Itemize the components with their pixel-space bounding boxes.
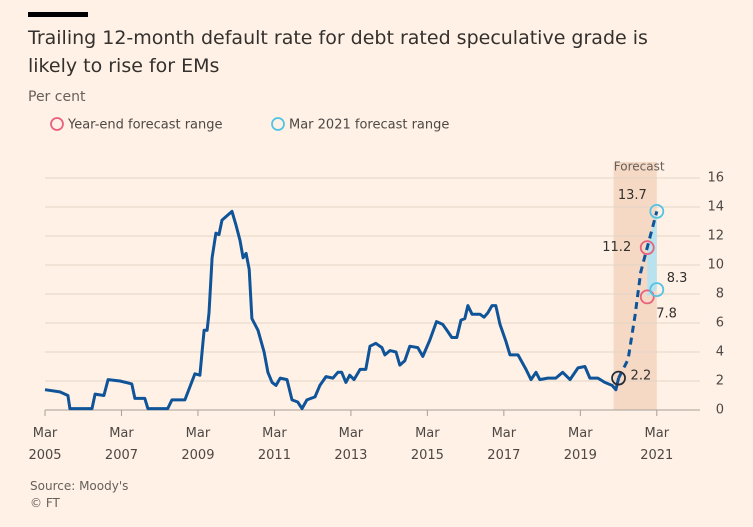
y-tick-label: 2 xyxy=(716,374,724,389)
range-marker xyxy=(649,203,665,219)
legend-label: Year-end forecast range xyxy=(67,118,223,133)
data-label: 11.2 xyxy=(602,240,631,255)
x-tick-label: Mar 2005 xyxy=(28,426,62,463)
range-marker xyxy=(649,282,665,298)
source: Source: Moody's xyxy=(30,479,129,493)
x-tick-label: Mar 2019 xyxy=(563,426,597,463)
range-marker xyxy=(639,289,655,305)
y-tick-label: 8 xyxy=(716,287,724,302)
forecast-line xyxy=(617,211,659,379)
copyright: © FT xyxy=(30,496,60,510)
legend-marker xyxy=(271,117,285,131)
forecast-label: Forecast xyxy=(614,160,665,174)
y-tick-label: 6 xyxy=(716,316,724,331)
data-label: 8.3 xyxy=(667,271,688,286)
x-tick-label: Mar 2009 xyxy=(181,426,215,463)
chart-title: Trailing 12-month default rate for debt … xyxy=(28,27,648,77)
x-tick-label: Mar 2021 xyxy=(640,426,674,463)
x-tick-label: Mar 2011 xyxy=(257,426,291,463)
forecast-range-area xyxy=(647,211,657,297)
x-tick-label: Mar 2017 xyxy=(487,426,521,463)
data-label: 2.2 xyxy=(631,369,652,384)
y-tick-label: 12 xyxy=(707,229,724,244)
ft-bar xyxy=(28,12,88,17)
y-tick-label: 0 xyxy=(716,403,724,418)
range-marker xyxy=(639,240,655,256)
x-tick-label: Mar 2015 xyxy=(410,426,444,463)
data-label: 13.7 xyxy=(618,188,647,203)
y-tick-label: 10 xyxy=(707,258,724,273)
legend-label: Mar 2021 forecast range xyxy=(289,118,449,133)
x-tick-label: Mar 2013 xyxy=(334,426,368,463)
unit-label: Per cent xyxy=(28,89,86,105)
y-tick-label: 4 xyxy=(716,345,724,360)
y-tick-label: 16 xyxy=(707,171,724,186)
legend-marker xyxy=(50,117,64,131)
y-tick-label: 14 xyxy=(707,200,724,215)
history-line xyxy=(44,209,621,411)
data-label: 7.8 xyxy=(656,306,677,321)
x-tick-label: Mar 2007 xyxy=(104,426,139,463)
forecast-start-marker xyxy=(611,370,626,386)
